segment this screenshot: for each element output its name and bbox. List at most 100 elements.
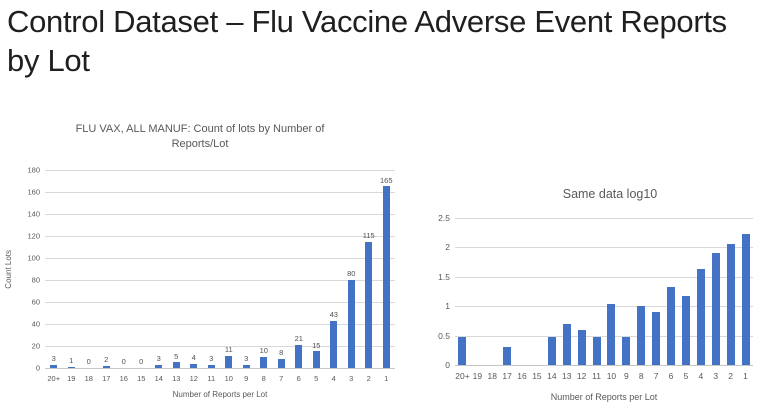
data-label: 43 [329,309,338,319]
x-tick-label: 15 [137,374,146,383]
bar [260,357,268,368]
x-tick-label: 1 [743,371,748,381]
bar [347,280,355,368]
x-tick-label: 17 [102,374,111,383]
y-tick-label: 1.5 [438,271,450,282]
bar [622,337,631,365]
bar [696,269,705,365]
x-tick-label: 3 [713,371,719,381]
x-tick-label: 8 [638,371,644,381]
data-label: 3 [244,353,249,363]
chart-title: FLU VAX, ALL MANUF: Count of lots by Num… [75,123,325,151]
grid-line [455,276,753,278]
bar [67,367,75,368]
x-tick-label: 20+ [47,374,61,383]
plot-area [455,218,753,366]
y-axis-title-wrap: Count Lots [2,170,14,368]
bar [330,321,338,368]
x-tick-label: 18 [84,374,93,383]
grid-line [45,192,395,193]
x-tick-label: 18 [487,371,497,381]
y-tick-label: 160 [27,187,40,197]
bar [726,244,735,365]
bar [242,365,250,368]
x-tick-label: 1 [384,374,389,383]
grid-line [45,258,395,259]
x-tick-label: 13 [562,371,572,381]
bar [172,362,180,368]
y-tick-label: 140 [27,209,40,219]
x-tick-label: 4 [331,374,336,383]
bar [503,347,512,365]
y-tick-label: 80 [31,275,40,285]
x-tick-label: 20+ [455,371,470,381]
chart-count-of-lots: FLU VAX, ALL MANUF: Count of lots by Num… [0,112,400,414]
data-label: 15 [312,340,321,350]
x-tick-label: 8 [261,374,266,383]
y-tick-label: 60 [31,297,40,307]
x-tick-label: 10 [606,371,617,381]
x-tick-label: 11 [207,374,216,383]
x-axis-title: Number of Reports per Lot [550,392,658,402]
bar [277,359,285,368]
grid-line [45,280,395,281]
bar [365,242,373,368]
bar [225,356,233,368]
grid-line [455,218,753,219]
slide-title: Control Dataset – Flu Vaccine Adverse Ev… [7,4,727,79]
data-label: 8 [279,348,284,358]
x-tick-label: 13 [172,374,181,383]
data-label: 0 [86,357,91,366]
data-label: 21 [294,333,303,343]
data-label: 2 [104,354,109,364]
bar [711,253,720,365]
x-tick-label: 14 [547,371,557,381]
grid-line [455,247,753,249]
bar [667,287,676,365]
data-label: 165 [379,175,393,185]
x-tick-label: 16 [517,371,527,381]
bar [562,324,571,365]
bar [102,366,110,368]
x-tick-label: 6 [296,374,301,383]
x-tick-label: 7 [653,371,659,381]
x-tick-label: 2 [728,371,733,381]
data-label: 4 [191,352,196,362]
bar [577,330,586,365]
x-tick-label: 19 [472,371,483,381]
y-tick-label: 180 [27,165,40,175]
data-label: 5 [174,351,179,361]
data-label: 115 [362,230,375,240]
data-label: 0 [121,357,126,366]
y-tick-label: 0.5 [438,330,450,341]
bar [637,306,646,365]
bar [681,296,690,365]
y-tick-label: 1 [445,301,450,312]
data-label: 3 [209,353,214,363]
y-tick-label: 2.5 [438,213,450,223]
x-tick-label: 2 [366,374,371,383]
x-tick-label: 19 [67,374,76,383]
y-tick-label: 0 [35,363,40,373]
x-tick-label: 17 [502,371,512,381]
x-tick-label: 7 [279,374,284,383]
x-tick-label: 9 [623,371,629,381]
data-label: 0 [139,357,144,366]
y-tick-label: 120 [27,231,40,241]
grid-line [45,236,395,237]
x-tick-label: 14 [154,374,163,383]
grid-line [45,170,395,171]
bar [190,364,198,368]
x-tick-label: 11 [592,371,601,381]
chart-title: Same data log10 [562,187,658,201]
bar [547,337,556,365]
x-tick-label: 12 [189,374,198,383]
plot-area: 3 1 0 2 0 0 3 5 4 3 11 3 10 8 21 15 43 80 115 165 [45,170,395,369]
x-tick-label: 12 [576,371,587,381]
grid-line [455,335,753,337]
x-tick-label: 5 [314,374,319,383]
x-tick-label: 9 [244,374,249,383]
chart-log10: Same data log10 0 0.5 1 1.5 2 2.5 20+ 19 18 17 16 15… [420,180,768,412]
x-tick-label: 3 [349,374,354,383]
